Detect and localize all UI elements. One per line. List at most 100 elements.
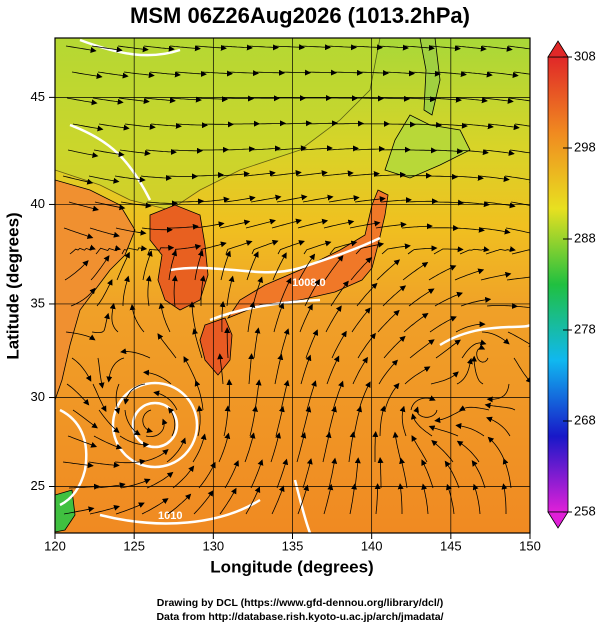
streamline	[119, 435, 150, 448]
streamline	[513, 71, 530, 75]
streamline	[222, 95, 254, 102]
streamline	[247, 44, 279, 51]
streamline	[428, 425, 459, 437]
land-hokkaido	[384, 114, 471, 179]
streamline	[325, 305, 342, 333]
streamline	[509, 149, 530, 154]
x-tick-label: 140	[361, 538, 383, 553]
streamline	[146, 471, 174, 489]
streamline	[488, 123, 520, 131]
streamline	[279, 69, 311, 76]
streamline	[250, 459, 264, 489]
streamline	[277, 240, 305, 255]
streamline	[471, 460, 486, 489]
streamline	[115, 227, 147, 236]
streamline	[456, 97, 488, 104]
streamline	[305, 329, 319, 359]
streamline	[172, 465, 195, 489]
streamline	[72, 409, 98, 429]
footer-line: Drawing by DCL (https://www.gfd-dennou.o…	[157, 597, 443, 609]
streamline	[142, 250, 153, 281]
streamline	[275, 405, 285, 437]
streamline	[327, 145, 359, 152]
streamline	[502, 458, 512, 489]
x-axis-label: Longitude (degrees)	[210, 557, 373, 576]
streamline	[403, 44, 435, 51]
streamline	[253, 69, 285, 76]
streamline	[273, 302, 285, 333]
streamline	[270, 170, 302, 177]
streamline	[217, 353, 224, 385]
streamline	[120, 348, 151, 359]
streamline	[399, 405, 407, 437]
streamline	[92, 97, 124, 105]
streamline	[246, 251, 259, 281]
streamline	[479, 227, 511, 235]
y-tick-label: 35	[31, 295, 45, 310]
streamline	[485, 246, 516, 255]
streamline	[487, 436, 506, 463]
streamline	[410, 395, 436, 411]
streamline	[124, 409, 141, 436]
streamline	[331, 330, 347, 359]
streamline	[255, 120, 286, 127]
streamline	[63, 227, 94, 239]
streamline	[176, 122, 208, 129]
streamline	[144, 97, 176, 104]
streamline	[472, 483, 481, 515]
streamline	[168, 249, 178, 281]
streamline	[374, 171, 406, 178]
land-sakhalin	[419, 38, 441, 116]
streamline	[198, 461, 216, 489]
colorbar-tick-label: 278	[574, 321, 596, 336]
streamline	[169, 45, 201, 52]
streamline	[98, 123, 130, 131]
streamline	[486, 416, 511, 437]
streamline	[306, 380, 317, 411]
streamline	[168, 223, 199, 230]
streamline	[219, 301, 226, 333]
streamline	[453, 226, 485, 233]
y-tick-label: 40	[31, 196, 45, 211]
streamline	[430, 371, 459, 385]
streamline	[372, 431, 379, 462]
streamline	[421, 483, 429, 515]
streamline	[71, 357, 92, 382]
streamline	[274, 353, 284, 385]
streamline	[117, 45, 149, 53]
streamline	[406, 147, 437, 154]
streamline	[297, 484, 309, 515]
streamline	[377, 457, 384, 488]
streamline	[276, 194, 308, 203]
x-tick-label: 125	[123, 538, 145, 553]
streamline	[223, 405, 231, 437]
streamline	[225, 240, 253, 255]
streamline	[331, 69, 363, 76]
streamline	[141, 498, 169, 515]
streamline	[302, 194, 334, 203]
y-tick-label: 45	[31, 89, 45, 104]
streamline	[444, 460, 460, 489]
plot-area: 1008.0 1010	[55, 38, 530, 533]
streamline	[406, 198, 438, 205]
streamline	[404, 96, 436, 103]
streamline	[193, 172, 224, 178]
streamline	[69, 244, 96, 255]
streamline	[247, 301, 256, 333]
streamline	[66, 383, 90, 406]
streamline	[505, 227, 530, 236]
streamline	[124, 123, 156, 130]
streamline	[299, 303, 313, 333]
streamline	[109, 302, 119, 333]
streamline	[322, 431, 332, 463]
streamline	[244, 432, 256, 463]
streamline	[67, 149, 99, 159]
streamline	[193, 221, 225, 229]
streamline	[353, 95, 384, 102]
streamline	[300, 354, 312, 385]
streamline	[413, 406, 438, 418]
streamline	[147, 244, 175, 255]
streamline	[251, 239, 279, 255]
streamline	[63, 506, 95, 515]
streamline	[226, 379, 233, 411]
